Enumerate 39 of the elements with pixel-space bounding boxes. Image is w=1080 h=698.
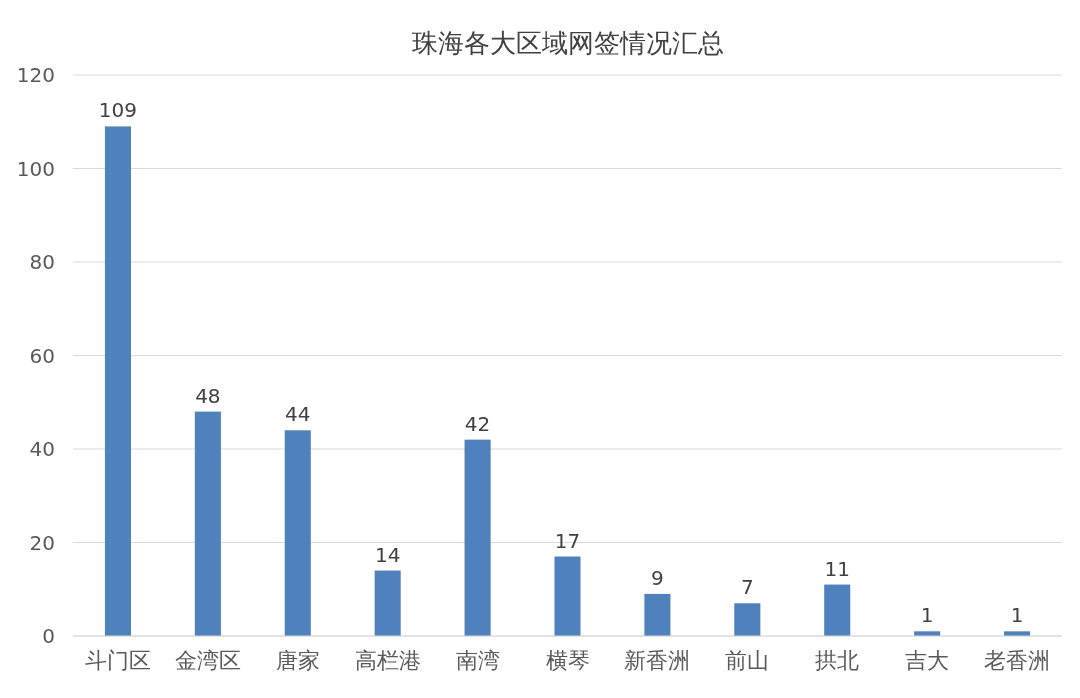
bar bbox=[644, 593, 671, 636]
bar bbox=[824, 584, 851, 636]
data-label: 9 bbox=[651, 565, 664, 590]
x-tick-label: 拱北 bbox=[815, 648, 860, 673]
x-tick-label: 老香洲 bbox=[984, 648, 1051, 673]
x-tick-label: 金湾区 bbox=[174, 648, 241, 673]
y-tick-label: 80 bbox=[29, 250, 55, 274]
data-label: 1 bbox=[920, 603, 934, 628]
bar bbox=[554, 556, 581, 636]
data-label: 42 bbox=[464, 411, 491, 436]
bar bbox=[194, 411, 221, 636]
y-tick-label: 60 bbox=[29, 343, 55, 368]
x-tick-label: 斗门区 bbox=[84, 648, 151, 673]
y-tick-label: 120 bbox=[16, 63, 55, 87]
y-tick-label: 100 bbox=[16, 156, 55, 181]
y-tick-label: 40 bbox=[29, 437, 55, 461]
x-tick-label: 唐家 bbox=[275, 648, 320, 673]
x-tick-label: 新香洲 bbox=[624, 648, 691, 673]
data-label: 109 bbox=[98, 98, 138, 123]
y-tick-label: 0 bbox=[42, 624, 55, 648]
bar bbox=[284, 430, 311, 636]
y-tick-label: 20 bbox=[29, 530, 55, 555]
data-label: 11 bbox=[824, 556, 850, 581]
data-label: 7 bbox=[740, 575, 754, 600]
data-label: 44 bbox=[285, 402, 311, 427]
bar bbox=[374, 570, 401, 636]
chart-title: 珠海各大区域网签情况汇总 bbox=[411, 28, 724, 58]
x-tick-label: 前山 bbox=[725, 648, 770, 673]
x-tick-label: 吉大 bbox=[905, 648, 950, 673]
bar bbox=[104, 126, 131, 636]
data-label: 17 bbox=[554, 528, 581, 553]
data-label: 48 bbox=[195, 383, 221, 408]
bar bbox=[734, 603, 761, 636]
x-tick-label: 高栏港 bbox=[354, 648, 421, 673]
x-tick-label: 南湾 bbox=[455, 648, 500, 673]
data-label: 1 bbox=[1010, 603, 1024, 628]
data-label: 14 bbox=[374, 542, 401, 567]
bar bbox=[464, 439, 491, 636]
x-tick-label: 横琴 bbox=[545, 648, 590, 673]
